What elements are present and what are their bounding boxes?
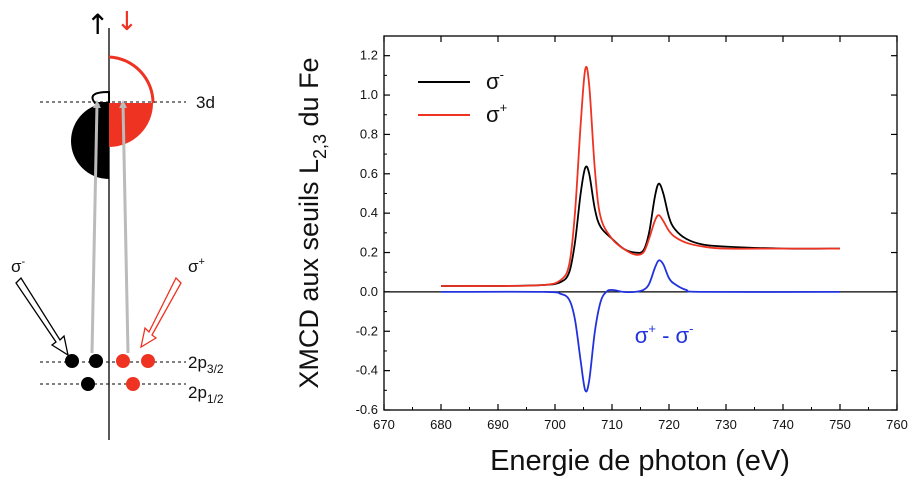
difference-annotation: σ+ - σ- <box>635 321 694 348</box>
core-electron-down <box>116 354 130 368</box>
spin-up-dos-filled <box>71 103 109 179</box>
legend-label-sigma-minus: σ- <box>486 67 504 94</box>
xmcd-chart: 670 680 690 700 710 720 730 740 750 760 -0.6-0.4-… <box>294 35 908 477</box>
core-electron-up <box>81 377 95 391</box>
sigma-minus-label: σ- <box>11 256 26 276</box>
core-electron-up <box>65 354 79 368</box>
x-tick-label: 720 <box>658 417 680 432</box>
x-tick-label: 750 <box>829 417 851 432</box>
sigma-minus-photon-arrow <box>15 276 69 357</box>
sigma-plus-label: σ+ <box>188 256 205 276</box>
excitation-arrow <box>119 100 130 354</box>
y-tick-label: 0.2 <box>360 245 378 260</box>
y-axis-title: XMCD aux seuils L2,3 du Fe <box>294 57 330 388</box>
legend-label-sigma-plus: σ+ <box>486 100 507 127</box>
y-axis: -0.6 -0.4 -0.2 0.0 0.2 0.4 0.6 0.8 1.0 1.2 <box>356 35 897 417</box>
series-sigma-plus <box>440 65 840 287</box>
series-difference <box>440 259 841 393</box>
series-sigma-minus <box>440 165 841 287</box>
x-axis: 670 680 690 700 710 720 730 740 750 760 <box>373 36 908 432</box>
spin-down-dos-empty <box>108 55 155 104</box>
level-2p32-label: 2p3/2 <box>188 353 224 376</box>
x-tick-label: 760 <box>886 417 908 432</box>
y-tick-label: 0.6 <box>360 166 378 181</box>
x-tick-label: 740 <box>772 417 794 432</box>
core-electron-up <box>89 354 103 368</box>
series-layer <box>440 65 841 393</box>
sigma-plus-photon-arrow <box>140 276 182 349</box>
spin-down-dos-filled <box>109 103 153 147</box>
y-tick-label: 0.4 <box>360 205 378 220</box>
spin-down-arrow: ↓ <box>116 7 138 37</box>
x-tick-label: 690 <box>487 417 509 432</box>
level-2p12-label: 2p1/2 <box>188 383 224 406</box>
core-electron-down <box>126 377 140 391</box>
core-electron-down <box>141 354 155 368</box>
excitation-arrow <box>90 100 101 354</box>
y-tick-label: -0.2 <box>356 323 378 338</box>
x-tick-label: 710 <box>601 417 623 432</box>
legend: σ- σ+ <box>418 67 507 127</box>
x-tick-label: 680 <box>430 417 452 432</box>
x-axis-title: Energie de photon (eV) <box>490 445 790 477</box>
x-tick-label: 670 <box>373 417 395 432</box>
spin-up-arrow: ↑ <box>86 8 109 41</box>
level-3d-label: 3d <box>196 93 215 112</box>
spin-up-dos-empty <box>91 90 110 104</box>
y-tick-label: 0.0 <box>360 284 378 299</box>
y-tick-label: -0.6 <box>356 402 378 417</box>
plot-frame <box>383 35 898 411</box>
x-tick-label: 700 <box>544 417 566 432</box>
y-tick-label: -0.4 <box>356 363 378 378</box>
y-tick-label: 1.0 <box>360 87 378 102</box>
y-tick-label: 0.8 <box>360 126 378 141</box>
y-tick-label: 1.2 <box>360 48 378 63</box>
x-tick-label: 730 <box>715 417 737 432</box>
energy-level-diagram: ↑ ↓ 3d 2p3/2 2p1/2 σ- σ+ <box>11 7 224 440</box>
